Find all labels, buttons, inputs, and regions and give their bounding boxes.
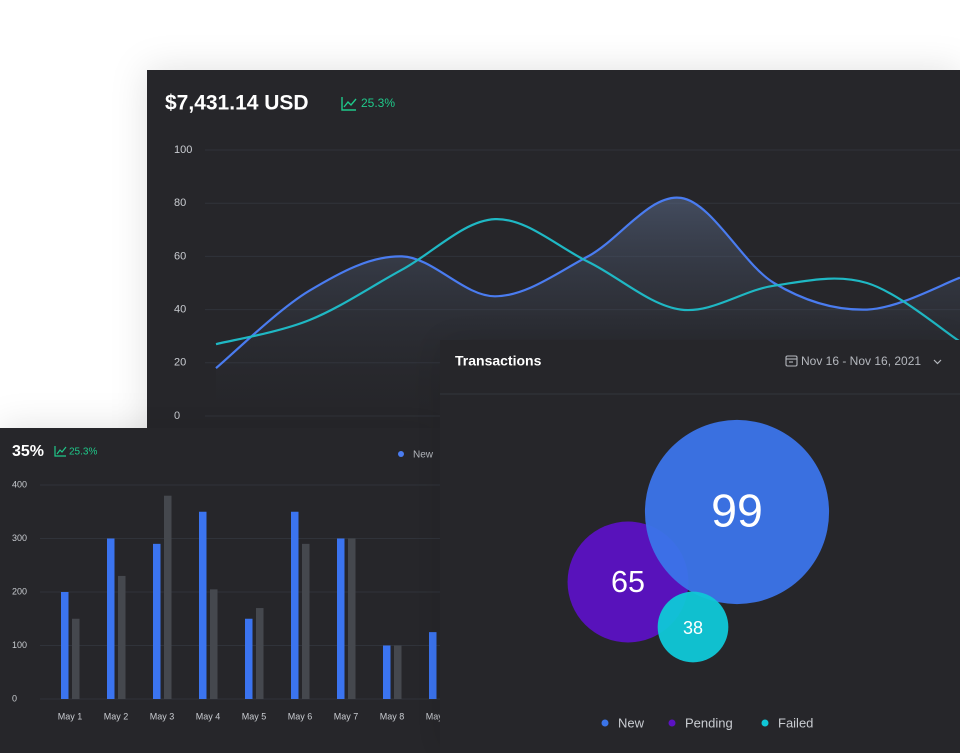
- card-title: $7,431.14 USD: [165, 92, 309, 115]
- bar-card: 35% 25.3% 0 100 200 300 400 May 1 May 2 May 3 Ma…: [0, 428, 450, 753]
- bar: [118, 575, 126, 699]
- bar: [199, 511, 207, 699]
- card-bg: [0, 428, 440, 753]
- bar: [61, 592, 69, 699]
- bar: [337, 538, 345, 699]
- x-tick-label: May 4: [196, 711, 221, 721]
- change-badge: 25.3%: [361, 96, 395, 110]
- x-tick-label: May 1: [58, 711, 83, 721]
- y-tick-label: 100: [174, 144, 192, 156]
- y-tick-label: 60: [174, 250, 186, 262]
- y-tick-label: 0: [174, 410, 180, 422]
- bubble-card: Transactions Nov 16 - Nov 16, 2021 65 99 3…: [440, 340, 960, 753]
- y-tick-label: 200: [12, 586, 27, 596]
- bar: [72, 618, 80, 699]
- legend-label: New: [618, 715, 645, 730]
- legend-label: Pending: [685, 715, 733, 730]
- y-tick-label: 100: [12, 640, 27, 650]
- bar: [302, 543, 310, 699]
- change-badge: 25.3%: [69, 447, 97, 458]
- bubble: [644, 419, 830, 605]
- legend-marker: [601, 719, 609, 727]
- x-tick-label: May 2: [104, 711, 129, 721]
- bubble-label: 38: [683, 618, 703, 638]
- legend-label: Failed: [778, 715, 813, 730]
- bubble-label: 65: [611, 565, 645, 599]
- line: [215, 196, 960, 369]
- date-range[interactable]: Nov 16 - Nov 16, 2021: [801, 354, 921, 368]
- calendar-icon: [785, 355, 798, 367]
- x-tick-label: May 8: [380, 711, 405, 721]
- card-title: Transactions: [455, 353, 542, 369]
- x-tick-label: May 6: [288, 711, 313, 721]
- bubble: [657, 591, 729, 663]
- trend-icon: [54, 446, 67, 457]
- x-tick-label: May 3: [150, 711, 175, 721]
- x-tick-label: May 7: [334, 711, 359, 721]
- bar: [429, 632, 437, 699]
- legend-label: New: [413, 450, 434, 461]
- bar: [153, 543, 161, 699]
- legend-marker: [668, 719, 676, 727]
- bar: [107, 538, 115, 699]
- y-tick-label: 80: [174, 197, 186, 209]
- dropdown-chevron[interactable]: [933, 359, 942, 365]
- bar: [210, 589, 218, 699]
- y-tick-label: 40: [174, 304, 186, 316]
- bar: [394, 645, 402, 699]
- y-tick-label: 400: [12, 479, 27, 489]
- y-tick-label: 300: [12, 533, 27, 543]
- bar: [383, 645, 391, 699]
- bar: [291, 511, 299, 699]
- line: [215, 218, 960, 346]
- line-legend: New: [398, 450, 434, 461]
- y-tick-label: 20: [174, 357, 186, 369]
- bar: [348, 538, 356, 699]
- card-title: 35%: [12, 443, 44, 460]
- y-tick-label: 0: [12, 693, 17, 703]
- bubble-label: 99: [711, 484, 763, 536]
- bar: [164, 495, 172, 699]
- trend-icon: [341, 97, 357, 111]
- legend-marker: [398, 451, 404, 457]
- bar: [256, 608, 264, 699]
- bar: [245, 618, 253, 699]
- x-tick-label: May 9: [426, 711, 451, 721]
- legend-marker: [761, 719, 769, 727]
- x-tick-label: May 5: [242, 711, 267, 721]
